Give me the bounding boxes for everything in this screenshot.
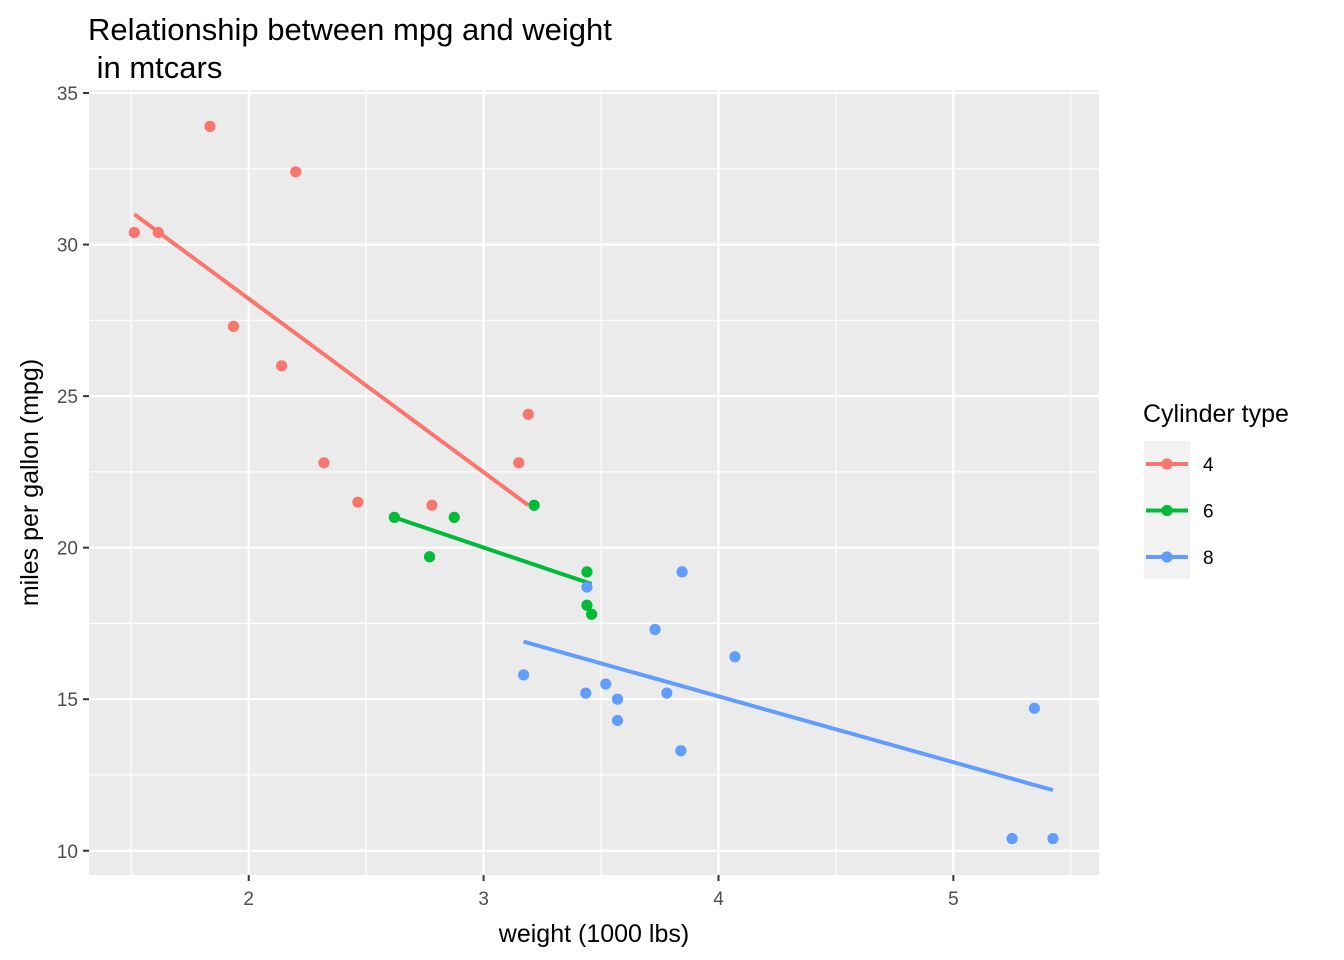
plot-panel	[89, 90, 1099, 875]
data-point-cyl-4	[513, 457, 525, 469]
data-point-cyl-6	[448, 511, 460, 523]
fit-line-cyl-6	[393, 515, 593, 586]
data-point-cyl-4	[352, 496, 364, 508]
data-point-cyl-8	[1006, 833, 1018, 845]
data-point-cyl-8	[676, 566, 688, 578]
y-tick-label: 35	[57, 84, 78, 105]
data-point-cyl-6	[586, 608, 598, 620]
legend-key-point-6	[1161, 504, 1173, 517]
fit-lines	[133, 212, 1054, 793]
data-point-cyl-8	[600, 678, 612, 690]
legend-label-6: 6	[1203, 502, 1214, 523]
axes: 2 3 4 5 10 15 20 25 30 35	[57, 84, 959, 910]
data-point-cyl-8	[649, 623, 661, 636]
minor-gridlines	[89, 90, 1099, 875]
y-tick-label: 10	[57, 842, 78, 863]
chart-title-line-2: in mtcars	[88, 50, 222, 85]
data-point-cyl-4	[290, 166, 302, 178]
data-point-cyl-4	[152, 226, 164, 239]
data-point-cyl-4	[276, 360, 288, 372]
data-point-cyl-8	[581, 581, 593, 593]
data-point-cyl-8	[1028, 702, 1041, 714]
y-axis-title: miles per gallon (mpg)	[16, 359, 44, 606]
legend-keys: 4 6 8	[1144, 441, 1214, 579]
y-tick-label: 20	[57, 539, 78, 560]
data-point-cyl-8	[517, 669, 530, 681]
data-point-cyl-4	[522, 408, 534, 420]
data-point-cyl-8	[580, 687, 592, 699]
data-point-cyl-8	[661, 687, 673, 699]
data-point-cyl-4	[128, 226, 140, 239]
data-point-cyl-8	[1047, 833, 1059, 845]
x-tick-label: 4	[713, 889, 724, 910]
data-point-cyl-8	[611, 693, 624, 705]
major-gridlines	[89, 90, 1099, 875]
x-tick-label: 5	[948, 889, 959, 910]
y-tick-label: 30	[57, 236, 78, 257]
fit-line-cyl-4	[133, 212, 530, 507]
fit-line-cyl-8	[522, 639, 1054, 793]
data-point-cyl-4	[426, 499, 438, 511]
legend: Cylinder type 4 6 8	[1143, 400, 1289, 579]
data-point-cyl-8	[611, 714, 624, 727]
data-point-cyl-6	[528, 499, 540, 511]
y-tick-label: 15	[57, 690, 78, 711]
data-point-cyl-8	[675, 745, 687, 757]
data-point-cyl-4	[227, 320, 240, 333]
x-tick-label: 2	[243, 889, 254, 910]
data-point-cyl-6	[581, 599, 593, 611]
data-point-cyl-8	[729, 651, 741, 663]
legend-label-8: 8	[1203, 548, 1214, 569]
data-point-cyl-6	[423, 551, 436, 563]
x-axis-title: weight (1000 lbs)	[498, 920, 689, 948]
legend-key-point-4	[1161, 458, 1173, 470]
data-point-cyl-4	[204, 120, 216, 132]
y-tick-label: 25	[57, 387, 78, 408]
data-point-cyl-6	[388, 511, 400, 523]
chart-title-line-1: Relationship between mpg and weight	[88, 12, 612, 47]
data-point-cyl-4	[318, 457, 330, 469]
legend-label-4: 4	[1203, 455, 1214, 476]
data-point-cyl-6	[581, 566, 593, 578]
legend-title: Cylinder type	[1143, 400, 1289, 428]
x-tick-label: 3	[478, 889, 489, 910]
data-points	[128, 120, 1059, 845]
legend-key-point-8	[1161, 551, 1173, 563]
